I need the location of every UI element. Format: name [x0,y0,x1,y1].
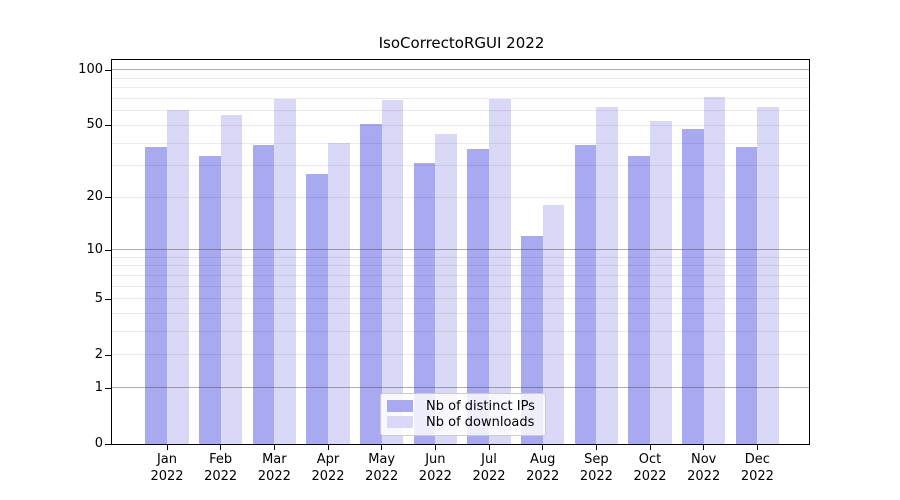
bar-apr-ips [306,173,328,444]
y-tick-0 [105,444,111,445]
x-tick-label-mar: Mar 2022 [242,451,306,485]
x-tick-apr [327,445,329,450]
bar-sep-downloads [596,106,619,444]
x-label-month: Sep [584,452,609,467]
bar-nov-ips [682,128,704,444]
x-tick-label-apr: Apr 2022 [296,451,360,485]
x-label-year: 2022 [633,469,667,484]
y-tick-label-20: 20 [86,189,103,205]
y-tick-label-1: 1 [94,379,103,395]
x-tick-jul [488,445,490,450]
bar-oct-ips [628,155,651,444]
x-tick-label-jan: Jan 2022 [135,451,199,485]
y-tick-label-100: 100 [78,61,103,77]
y-tick-10 [105,249,111,251]
bar-aug-downloads [542,205,565,444]
y-tick-100 [105,69,111,71]
x-tick-label-aug: Aug 2022 [511,451,575,485]
x-label-year: 2022 [740,469,774,484]
bars-layer [112,60,809,444]
legend-swatch-distinct-ips [387,400,413,412]
x-tick-label-jun: Jun 2022 [403,451,467,485]
y-tick-1 [105,387,111,389]
x-tick-sep [595,445,597,450]
bar-jan-ips [145,147,167,444]
bar-apr-downloads [328,143,350,444]
bar-jan-downloads [167,109,189,444]
x-label-month: Nov [691,452,717,467]
bar-sep-ips [574,145,597,444]
y-tick-20 [105,197,111,199]
x-label-month: Apr [316,452,340,467]
y-tick-label-0: 0 [94,436,103,451]
legend-label-downloads: Nb of downloads [426,414,535,430]
x-label-month: Feb [209,452,233,467]
x-label-month: May [368,452,396,467]
bar-dec-ips [735,147,758,444]
x-label-year: 2022 [150,469,184,484]
bar-feb-downloads [220,114,243,444]
x-label-month: Dec [744,452,770,467]
x-tick-oct [649,445,651,450]
y-tick-50 [105,125,111,127]
x-label-month: Aug [529,452,556,467]
x-label-year: 2022 [687,469,721,484]
chart-title: IsoCorrectoRGUI 2022 [378,34,545,52]
bar-mar-downloads [274,98,297,444]
x-tick-label-sep: Sep 2022 [564,451,628,485]
x-label-year: 2022 [204,469,238,484]
legend-row-distinct-ips: Nb of distinct IPs [387,398,539,414]
x-label-year: 2022 [472,469,506,484]
x-tick-may [381,445,383,450]
x-tick-label-oct: Oct 2022 [618,451,682,485]
bar-jul-ips [467,149,489,444]
legend-swatch-downloads [387,416,413,428]
x-tick-jun [434,445,436,450]
x-tick-aug [542,445,544,450]
bar-jul-downloads [489,98,511,444]
x-tick-dec [756,445,758,450]
legend-label-distinct-ips: Nb of distinct IPs [426,398,535,414]
x-label-year: 2022 [311,469,345,484]
x-tick-label-jul: Jul 2022 [457,451,521,485]
x-tick-nov [703,445,705,450]
x-label-year: 2022 [579,469,613,484]
y-tick-label-10: 10 [86,241,103,257]
bar-oct-downloads [650,120,672,444]
x-label-year: 2022 [526,469,560,484]
x-tick-feb [220,445,222,450]
bar-jun-downloads [435,133,458,444]
bar-jun-ips [413,163,436,444]
bar-may-ips [359,123,382,444]
x-label-year: 2022 [365,469,399,484]
x-tick-label-feb: Feb 2022 [189,451,253,485]
x-label-month: Jun [425,452,446,467]
x-tick-label-dec: Dec 2022 [725,451,789,485]
y-tick-label-2: 2 [94,346,103,362]
bar-may-downloads [381,99,404,444]
y-tick-5 [105,298,111,300]
x-tick-jan [166,445,168,450]
bar-aug-ips [520,236,543,444]
x-tick-label-nov: Nov 2022 [672,451,736,485]
y-tick-label-5: 5 [94,290,103,306]
legend: Nb of distinct IPs Nb of downloads [380,393,546,436]
x-label-month: Jul [481,452,497,467]
bar-mar-ips [252,145,275,444]
bar-dec-downloads [757,106,780,444]
x-label-month: Mar [262,452,287,467]
x-label-year: 2022 [418,469,452,484]
x-tick-label-may: May 2022 [350,451,414,485]
x-label-month: Jan [156,452,178,467]
y-tick-label-50: 50 [86,117,103,133]
bar-nov-downloads [703,97,726,444]
x-tick-mar [273,445,275,450]
y-tick-2 [105,354,111,356]
bar-feb-ips [198,155,221,444]
plot-area [111,59,810,445]
x-label-month: Oct [638,452,662,467]
legend-row-downloads: Nb of downloads [387,414,539,430]
x-label-year: 2022 [257,469,291,484]
